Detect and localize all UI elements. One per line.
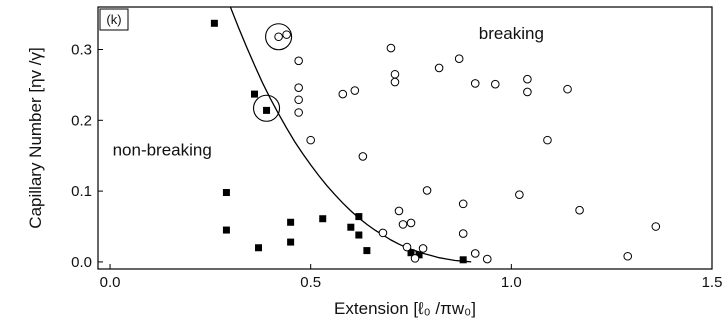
filled-square-point [287,218,295,226]
open-circle-point [523,74,532,84]
open-circle-point [623,251,633,261]
x-tick-label: 1.0 [501,274,522,291]
open-circle-point [563,84,572,94]
open-circle-point [358,152,368,161]
open-circle-point [294,95,303,105]
region-label: non-breaking [113,141,212,160]
open-circle-point [410,254,420,263]
open-circle-point [390,69,400,79]
plot-frame [97,6,713,270]
open-circle-point [378,228,388,238]
open-circle-point [523,87,532,97]
filled-square-point [415,251,423,259]
open-circle-point [338,89,348,99]
open-circle-point [434,63,444,73]
highlight-circles [252,23,293,122]
open-circle-point [274,32,283,42]
open-circle-point [394,206,404,216]
boundary-curve [229,7,472,263]
x-tick-label: 0.0 [100,274,121,291]
filled-square-point [407,249,415,257]
open-circle-point [390,77,400,87]
y-axis-title: Capillary Number [ηv /γ] [26,47,45,228]
panel-label: (k) [106,12,121,27]
open-circle-point [406,218,416,228]
highlight-circle [252,94,281,122]
open-circle-point [454,54,464,63]
filled-square-point [287,238,295,246]
filled-square-point [347,223,355,231]
open-circle-point [470,249,480,258]
filled-square-point [355,213,363,221]
filled-square-point [251,90,259,98]
open-circle-point [422,186,432,195]
x-tick-label: 1.5 [702,274,723,291]
filled-square-point [263,106,271,114]
open-circle-point [458,199,468,209]
filled-square-point [222,226,230,234]
boundary-curve-group [229,7,472,263]
filled-square-point [210,19,218,27]
x-axis-title: Extension [ℓ₀ /πw₀] [334,299,476,318]
open-circle-point [575,205,584,215]
open-circle-point [418,244,428,253]
open-circle-point [543,135,552,145]
filled-square-point [459,256,467,264]
open-circle-point [398,220,408,229]
open-circle-point [282,30,291,39]
highlight-circle [265,23,293,51]
open-circle-point [294,108,303,117]
open-circle-point [294,83,303,93]
open-circle-point [515,190,524,199]
open-circle-point [350,86,360,95]
y-tick-label: 0.1 [71,183,92,200]
filled-square-point [319,215,327,223]
region-label: breaking [479,24,544,43]
y-axis-ticks: 0.0 0.1 0.2 0.3 [71,41,103,271]
open-circle-point [402,242,412,252]
open-circle-point [458,229,468,238]
filled-square-point [355,231,363,239]
open-circle-point [482,254,492,264]
filled-square-point [363,247,371,255]
data-points [210,19,661,264]
open-circle-point [386,43,396,53]
open-circle-point [294,56,303,66]
open-circle-point [306,135,315,145]
y-tick-label: 0.3 [71,41,92,58]
open-circle-point [470,79,480,88]
open-circle-point [651,222,661,231]
filled-square-point [255,244,263,252]
y-tick-label: 0.2 [71,112,92,129]
x-axis-ticks: 0.0 0.5 1.0 1.5 [100,264,723,291]
y-tick-label: 0.0 [71,254,92,271]
x-tick-label: 0.5 [300,274,321,291]
annotations: breaking non-breaking [113,24,544,160]
filled-square-point [222,189,230,197]
open-circle-point [490,79,500,89]
panel-label-box: (k) [99,8,129,31]
